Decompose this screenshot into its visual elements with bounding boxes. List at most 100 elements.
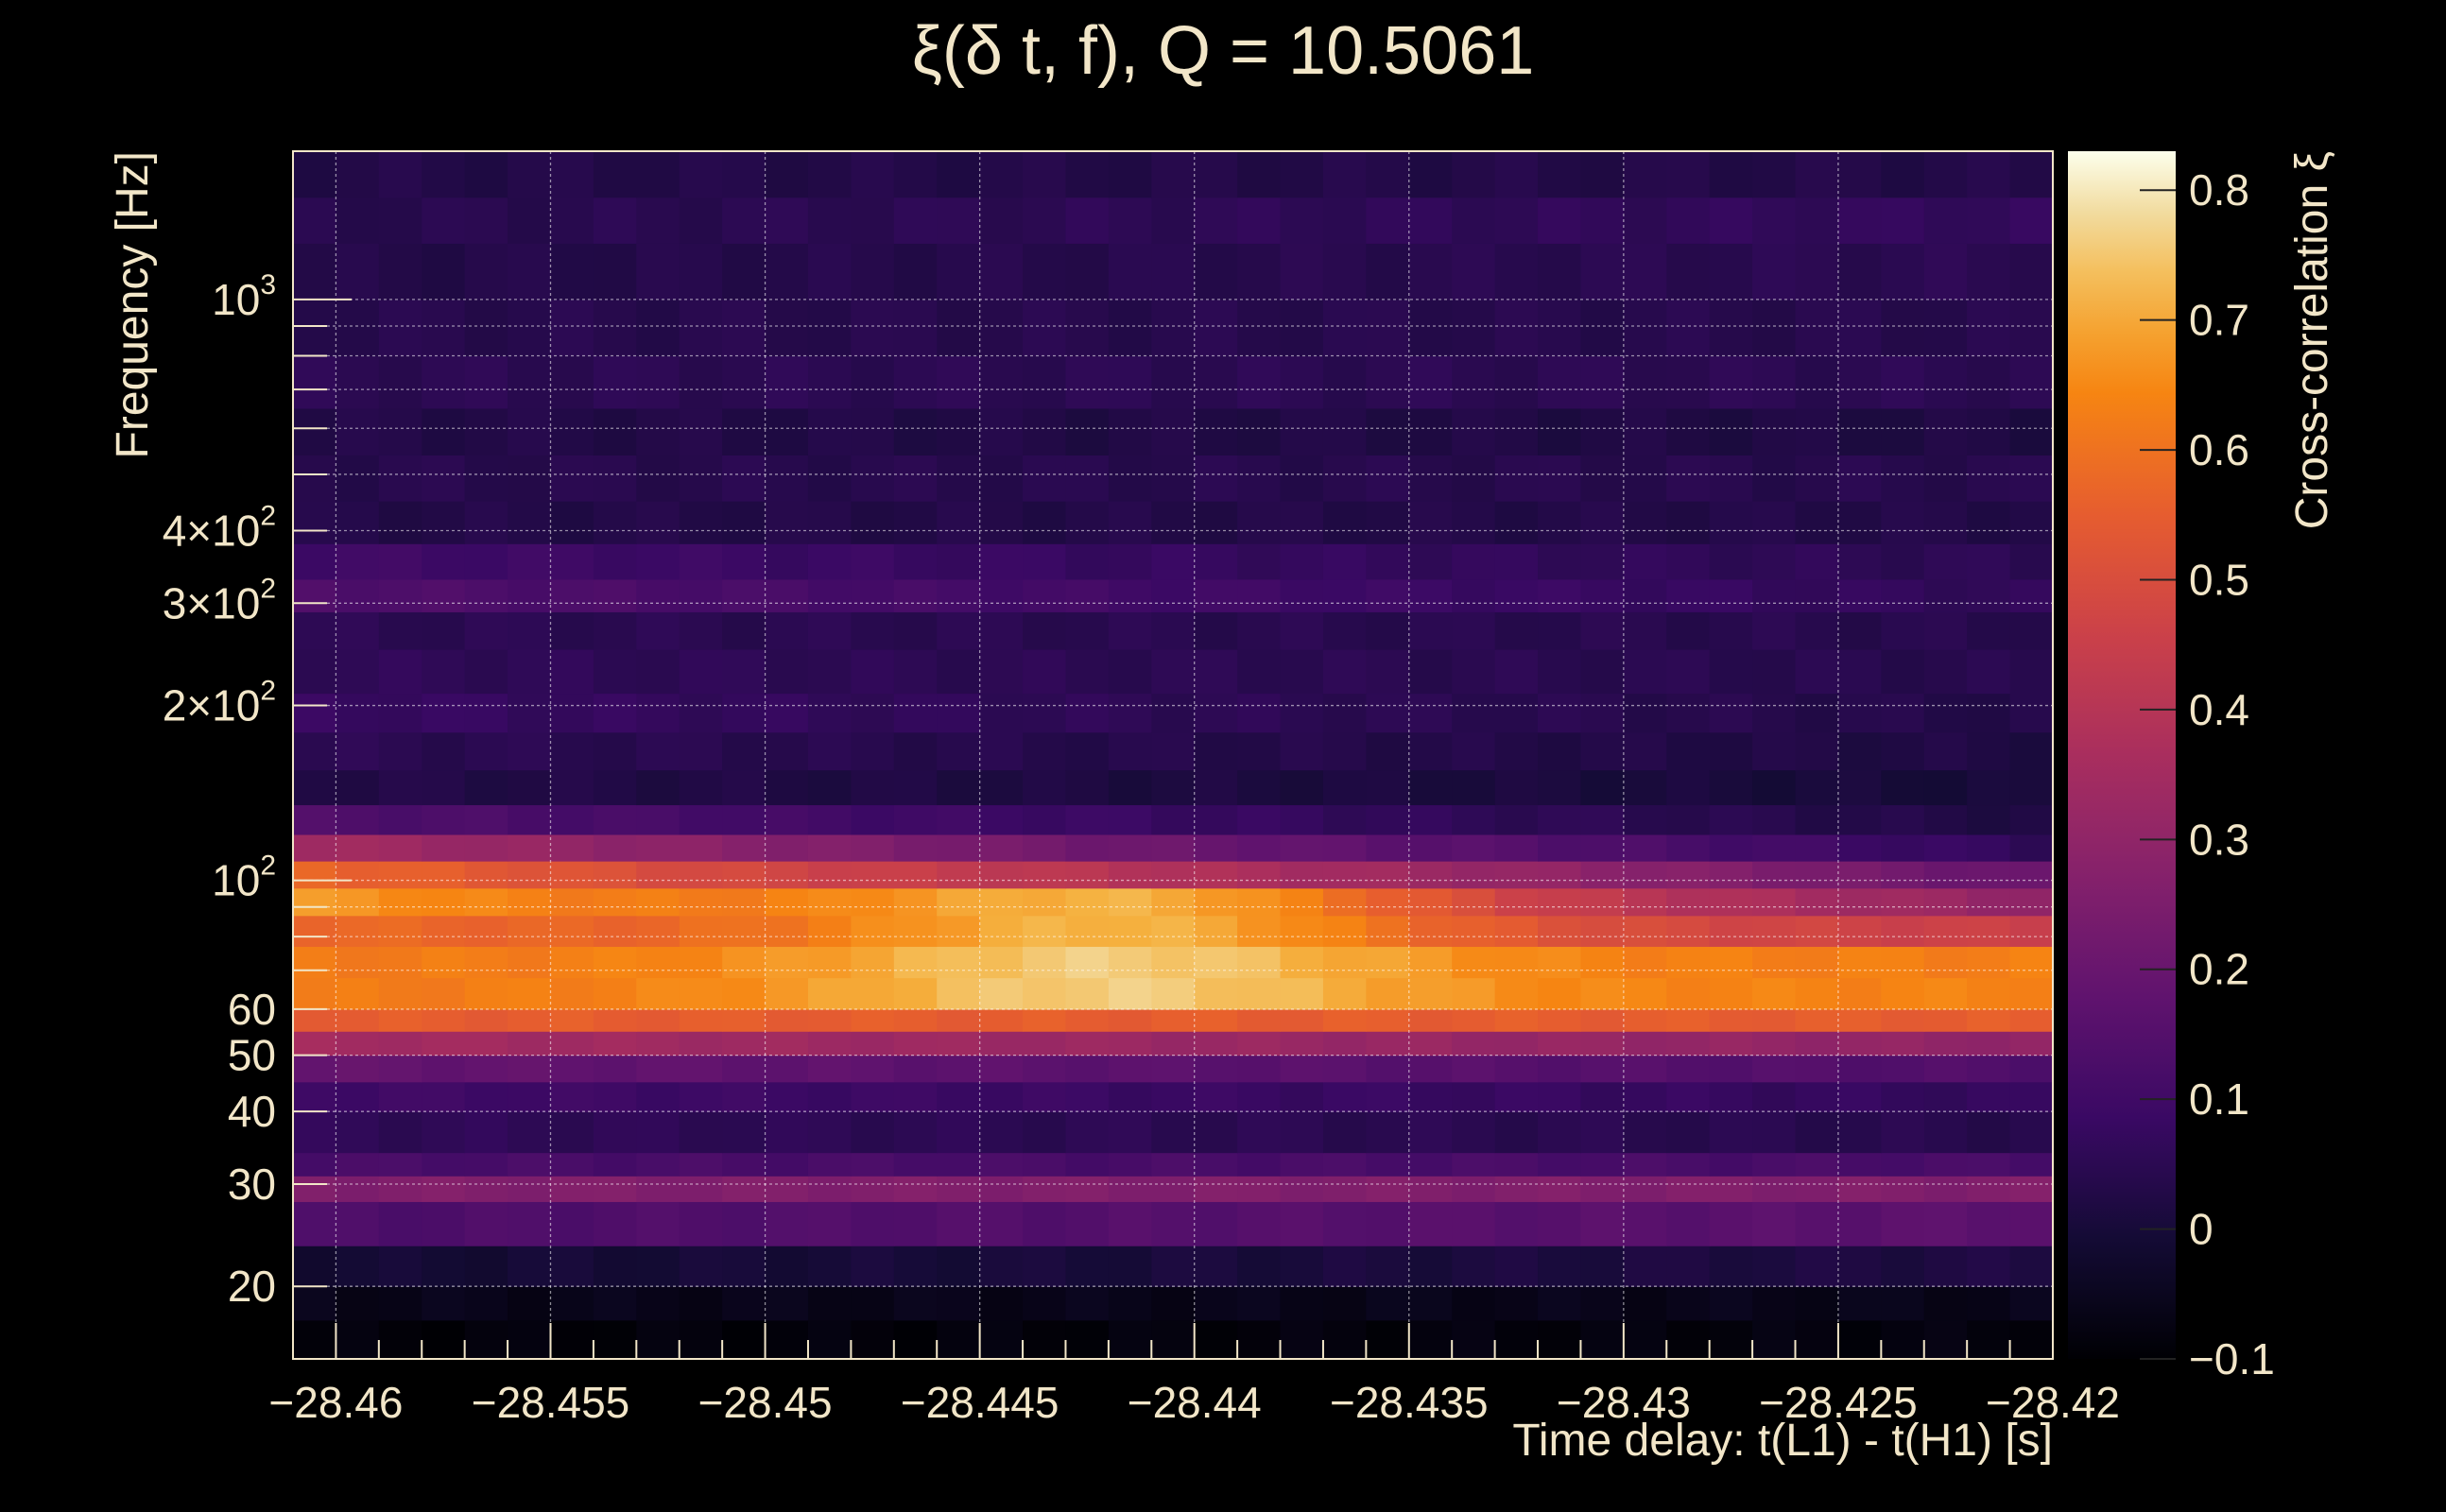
heatmap-cell bbox=[550, 579, 594, 612]
heatmap-cell bbox=[766, 649, 809, 694]
heatmap-cell bbox=[379, 804, 422, 834]
heatmap-cell bbox=[851, 946, 894, 978]
heatmap-cell bbox=[980, 1320, 1024, 1360]
heatmap-cell bbox=[766, 198, 809, 244]
heatmap-cell bbox=[1967, 579, 2010, 612]
heatmap-cell bbox=[808, 611, 852, 649]
heatmap-cell bbox=[550, 501, 594, 544]
heatmap-cell bbox=[1924, 501, 1968, 544]
heatmap-cell bbox=[422, 243, 465, 300]
heatmap-cell bbox=[293, 1111, 336, 1153]
heatmap-cell bbox=[293, 1246, 336, 1287]
heatmap-cell bbox=[2010, 1286, 2054, 1320]
heatmap-cell bbox=[1495, 834, 1539, 862]
heatmap-cell bbox=[1023, 694, 1066, 733]
heatmap-cell bbox=[1323, 198, 1367, 244]
heatmap-cell bbox=[336, 1111, 379, 1153]
heatmap-cell bbox=[2010, 834, 2054, 862]
heatmap-cell bbox=[636, 978, 680, 1010]
heatmap-cell bbox=[1538, 198, 1581, 244]
heatmap-cell bbox=[808, 804, 852, 834]
heatmap-cell bbox=[1967, 916, 2010, 947]
heatmap-cell bbox=[379, 1056, 422, 1083]
heatmap-cell bbox=[1967, 732, 2010, 771]
heatmap-cell bbox=[722, 151, 766, 198]
heatmap-cell bbox=[1281, 151, 1324, 198]
heatmap-cell bbox=[379, 649, 422, 694]
heatmap-cell bbox=[379, 861, 422, 888]
heatmap-cell bbox=[1495, 770, 1539, 805]
heatmap-cell bbox=[722, 1176, 766, 1202]
heatmap-cell bbox=[1924, 1201, 1968, 1246]
heatmap-cell bbox=[1666, 694, 1710, 733]
heatmap-cell bbox=[937, 1082, 980, 1112]
heatmap-cell bbox=[1881, 694, 1924, 733]
heatmap-cell bbox=[293, 455, 336, 501]
heatmap-cell bbox=[1881, 1201, 1924, 1246]
heatmap-cell bbox=[851, 611, 894, 649]
heatmap-cell bbox=[293, 916, 336, 947]
heatmap-cell bbox=[379, 151, 422, 198]
heatmap-cell bbox=[1366, 355, 1409, 408]
heatmap-cell bbox=[1109, 455, 1152, 501]
heatmap-cell bbox=[1752, 888, 1796, 917]
heatmap-cell bbox=[1452, 649, 1495, 694]
heatmap-cell bbox=[1109, 694, 1152, 733]
heatmap-cell bbox=[636, 732, 680, 771]
heatmap-cell bbox=[465, 946, 508, 978]
heatmap-cell bbox=[1409, 861, 1453, 888]
heatmap-cell bbox=[851, 916, 894, 947]
heatmap-cell bbox=[1023, 243, 1066, 300]
heatmap-cell bbox=[2010, 455, 2054, 501]
heatmap-cell bbox=[508, 1286, 551, 1320]
heatmap-cell bbox=[336, 198, 379, 244]
heatmap-cell bbox=[1666, 834, 1710, 862]
heatmap-cell bbox=[1666, 1201, 1710, 1246]
heatmap-cell bbox=[1838, 611, 1882, 649]
heatmap-cell bbox=[508, 501, 551, 544]
heatmap-cell bbox=[680, 1286, 723, 1320]
heatmap-cell bbox=[465, 455, 508, 501]
heatmap-cell bbox=[1624, 804, 1667, 834]
heatmap-cell bbox=[1409, 355, 1453, 408]
heatmap-cell bbox=[1109, 1286, 1152, 1320]
heatmap-cell bbox=[1752, 579, 1796, 612]
heatmap-cell bbox=[2010, 649, 2054, 694]
heatmap-cell bbox=[1366, 804, 1409, 834]
heatmap-cell bbox=[1796, 198, 1839, 244]
heatmap-cell bbox=[1452, 1320, 1495, 1360]
heatmap-cell bbox=[680, 579, 723, 612]
heatmap-cell bbox=[980, 1111, 1024, 1153]
heatmap-cell bbox=[1624, 151, 1667, 198]
heatmap-cell bbox=[1881, 501, 1924, 544]
heatmap-cell bbox=[1796, 649, 1839, 694]
heatmap-cell bbox=[336, 1286, 379, 1320]
heatmap-cell bbox=[1195, 1111, 1238, 1153]
heatmap-cell bbox=[894, 1176, 938, 1202]
heatmap-cell bbox=[766, 834, 809, 862]
heatmap-cell bbox=[1881, 611, 1924, 649]
heatmap-cell bbox=[636, 946, 680, 978]
heatmap-cell bbox=[1666, 804, 1710, 834]
heatmap-cell bbox=[550, 455, 594, 501]
heatmap-cell bbox=[894, 611, 938, 649]
heatmap-cell bbox=[1580, 1111, 1624, 1153]
heatmap-cell bbox=[680, 1009, 723, 1032]
heatmap-cell bbox=[594, 1246, 637, 1287]
heatmap-cells bbox=[293, 151, 2054, 1360]
heatmap-cell bbox=[808, 151, 852, 198]
heatmap-cell bbox=[808, 1176, 852, 1202]
heatmap-cell bbox=[465, 1176, 508, 1202]
heatmap-cell bbox=[980, 916, 1024, 947]
heatmap-cell bbox=[1838, 770, 1882, 805]
heatmap-cell bbox=[808, 1009, 852, 1032]
heatmap-cell bbox=[1065, 694, 1109, 733]
heatmap-cell bbox=[1752, 1031, 1796, 1056]
heatmap-cell bbox=[808, 543, 852, 579]
heatmap-cell bbox=[379, 1031, 422, 1056]
heatmap-cell bbox=[379, 770, 422, 805]
heatmap-cell bbox=[594, 501, 637, 544]
heatmap-cell bbox=[1237, 611, 1281, 649]
heatmap-cell bbox=[1881, 1056, 1924, 1083]
heatmap-cell bbox=[1580, 888, 1624, 917]
